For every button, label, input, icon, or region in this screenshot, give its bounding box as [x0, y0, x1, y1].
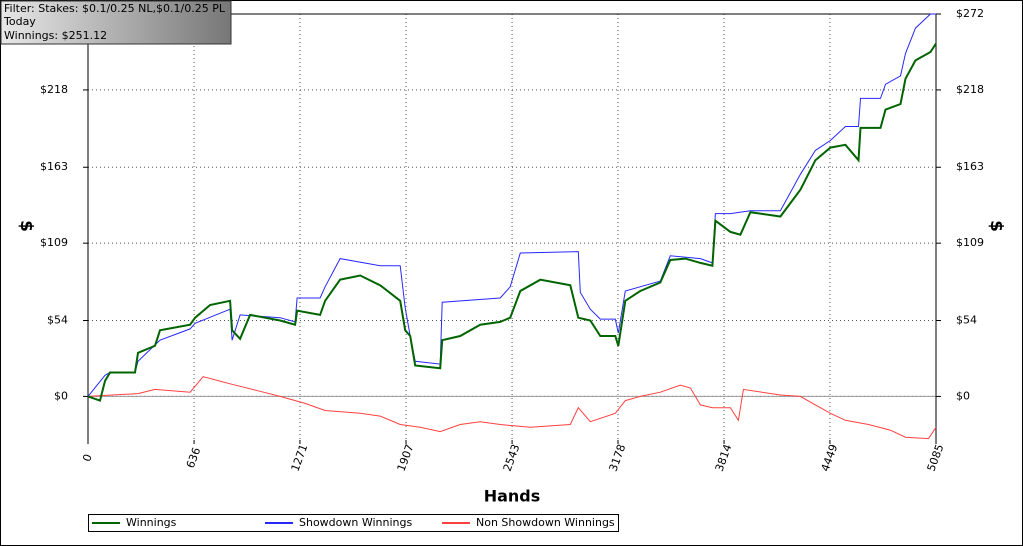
y2-tick-label: $218: [956, 83, 984, 96]
y2-axis-label: $: [986, 220, 1006, 232]
y2-tick-label: $0: [956, 389, 970, 402]
filter-line: Winnings: $251.12: [4, 29, 107, 42]
x-axis-label: Hands: [484, 487, 541, 506]
legend-label: Showdown Winnings: [299, 516, 413, 529]
filter-box: Filter: Stakes: $0.1/0.25 NL,$0.1/0.25 P…: [0, 0, 232, 45]
filter-box-bg: [0, 0, 232, 45]
y-tick-label: $109: [40, 236, 68, 249]
y2-tick-label: $163: [956, 160, 984, 173]
filter-line: Filter: Stakes: $0.1/0.25 NL,$0.1/0.25 P…: [4, 2, 226, 15]
series-line: [87, 42, 937, 402]
y2-tick-label: $54: [956, 313, 977, 326]
y2-tick-label: $272: [956, 7, 984, 20]
legend-label: Non Showdown Winnings: [476, 516, 615, 529]
filter-line: Today: [3, 15, 36, 28]
legend: [88, 514, 619, 532]
y-tick-label: $218: [40, 83, 68, 96]
legend-label: Winnings: [126, 516, 177, 529]
x-tick-label: 0: [80, 452, 95, 463]
y-tick-label: $163: [40, 160, 68, 173]
series-line: [87, 13, 936, 397]
y2-tick-label: $109: [956, 236, 984, 249]
series-line: [87, 376, 937, 440]
y-tick-label: $54: [47, 313, 68, 326]
y-tick-label: $0: [54, 389, 68, 402]
y-axis-label: $: [16, 220, 36, 232]
